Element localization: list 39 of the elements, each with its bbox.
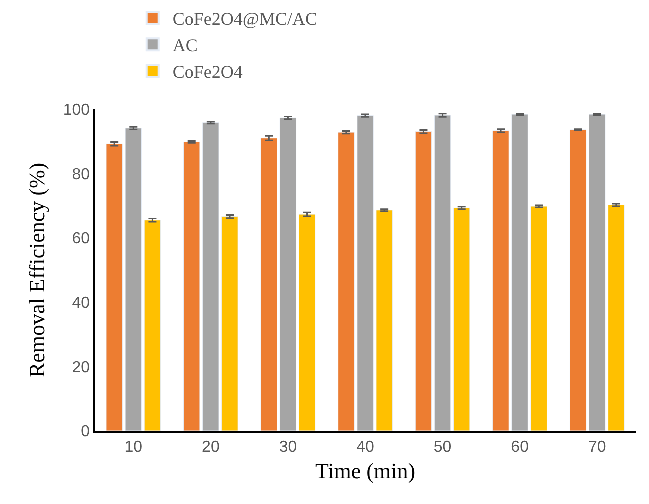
x-tick-label: 10 [124, 438, 143, 456]
bar [608, 204, 625, 431]
x-axis-title: Time (min) [315, 458, 416, 484]
x-tick-label: 20 [202, 438, 220, 456]
bar [338, 132, 355, 431]
bar [222, 216, 238, 431]
bar [260, 138, 278, 431]
y-tick-label: 40 [72, 294, 90, 312]
bar [530, 206, 548, 431]
bar [589, 114, 606, 431]
legend-label: AC [172, 36, 198, 56]
legend-label: CoFe2O4 [172, 62, 243, 82]
bar [512, 114, 528, 431]
bar [106, 144, 123, 431]
bar [184, 142, 200, 431]
bar [454, 208, 470, 431]
bar [570, 130, 587, 431]
y-tick-label: 60 [72, 230, 90, 248]
x-tick-label: 70 [588, 438, 606, 456]
bar [492, 130, 510, 431]
y-tick-label: 80 [72, 166, 90, 184]
y-tick-label: 0 [81, 424, 90, 441]
bar [280, 118, 297, 431]
bar [144, 220, 162, 431]
bar [434, 115, 452, 431]
x-tick-label: 60 [511, 438, 530, 456]
legend-label: CoFe2O4@MC/AC [172, 9, 318, 30]
bar [202, 122, 220, 431]
y-axis-title: Removal Efficiency (%) [24, 162, 50, 378]
x-tick-label: 40 [356, 438, 374, 456]
x-tick-label: 50 [434, 438, 452, 456]
bar [125, 128, 142, 431]
x-tick-label: 30 [279, 438, 298, 456]
y-tick-label: 20 [72, 359, 90, 376]
bar [357, 116, 374, 431]
bar [415, 132, 432, 431]
bar [376, 210, 393, 431]
bar [298, 214, 316, 431]
y-tick-label: 100 [63, 102, 90, 119]
